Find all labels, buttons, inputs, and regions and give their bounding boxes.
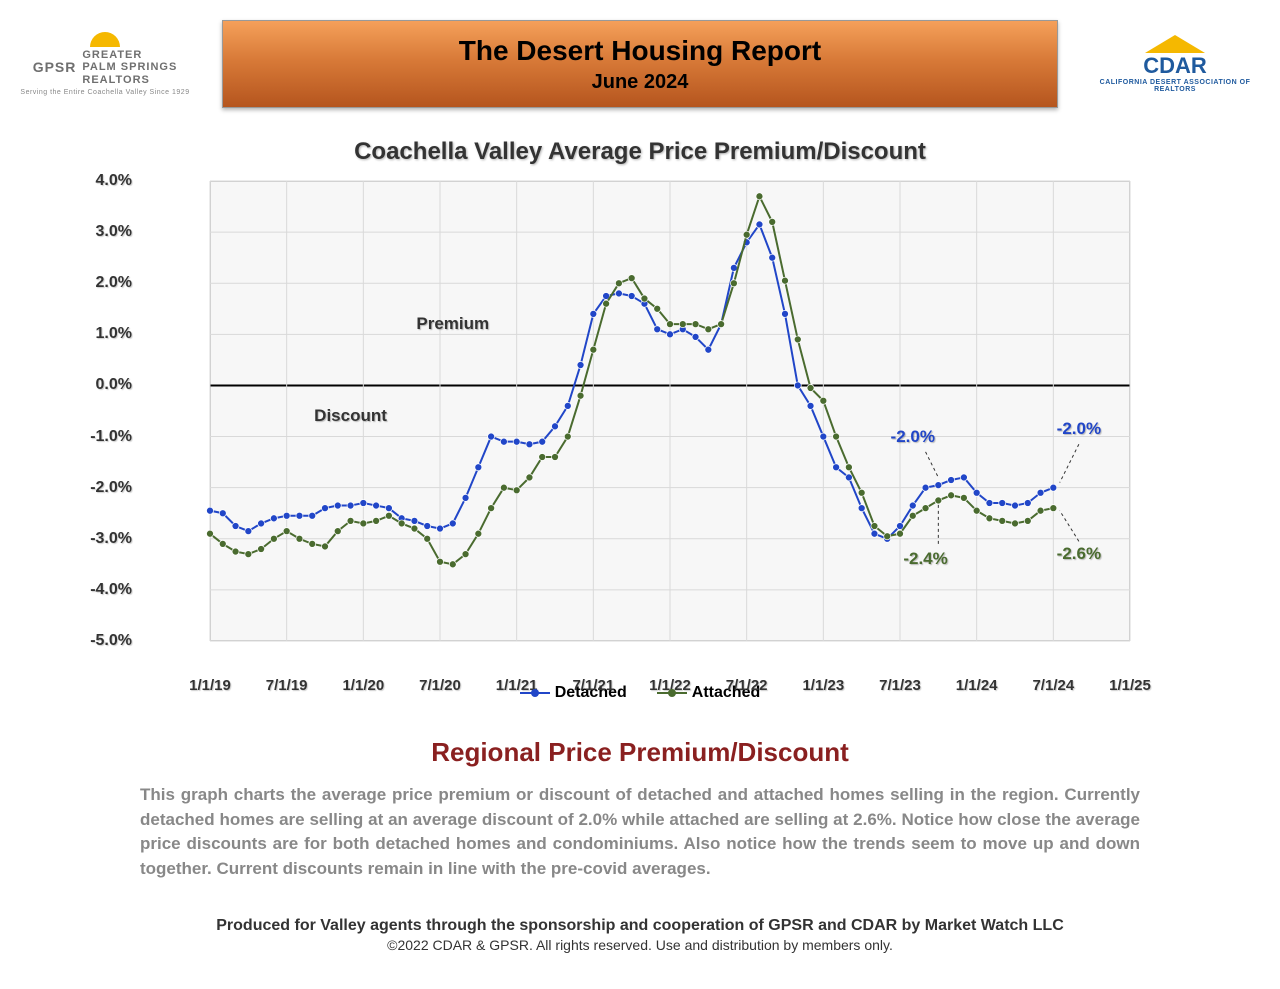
x-tick-label: 1/1/25 [1109,677,1151,694]
y-tick-label: 0.0% [96,376,132,394]
section-title: Regional Price Premium/Discount [0,737,1280,768]
x-tick-label: 7/1/20 [419,677,461,694]
x-tick-label: 7/1/19 [266,677,308,694]
chart-annotation-det_mid: -2.0% [891,427,935,447]
chart-annotation-discount_label: Discount [314,406,387,426]
chart-annotation-det_end: -2.0% [1057,419,1101,439]
footer-line1: Produced for Valley agents through the s… [0,917,1280,935]
sun-icon [90,32,120,47]
x-tick-label: 7/1/21 [572,677,614,694]
gpsr-tagline: Serving the Entire Coachella Valley Sinc… [20,89,189,96]
y-tick-label: 3.0% [96,223,132,241]
x-tick-label: 7/1/24 [1032,677,1074,694]
cdar-logo: CDAR CALIFORNIA DESERT ASSOCIATION OF RE… [1085,35,1265,93]
y-tick-label: -1.0% [90,428,132,446]
x-tick-label: 1/1/24 [956,677,998,694]
chart-annotation-premium_label: Premium [416,314,489,334]
x-tick-label: 1/1/23 [802,677,844,694]
chart-annotation-att_end: -2.6% [1057,544,1101,564]
report-date: June 2024 [592,71,689,94]
header: GPSR GREATER PALM SPRINGS REALTORS Servi… [0,0,1280,108]
gpsr-logo: GPSR GREATER PALM SPRINGS REALTORS Servi… [15,32,195,95]
section-body: This graph charts the average price prem… [140,783,1140,882]
cdar-tagline: CALIFORNIA DESERT ASSOCIATION OF REALTOR… [1085,79,1265,93]
x-tick-label: 7/1/23 [879,677,921,694]
y-tick-label: -4.0% [90,581,132,599]
chart-container: Coachella Valley Average Price Premium/D… [140,138,1140,702]
y-tick-label: 4.0% [96,172,132,190]
roof-icon [1145,35,1205,53]
x-tick-label: 7/1/22 [726,677,768,694]
y-tick-label: 2.0% [96,274,132,292]
cdar-text: CDAR [1143,53,1207,79]
footer-line2: ©2022 CDAR & GPSR. All rights reserved. … [0,937,1280,953]
y-tick-label: -5.0% [90,632,132,650]
y-tick-label: -3.0% [90,530,132,548]
chart-annotation-att_mid: -2.4% [903,549,947,569]
chart: -5.0%-4.0%-3.0%-2.0%-1.0%0.0%1.0%2.0%3.0… [140,171,1140,671]
chart-title: Coachella Valley Average Price Premium/D… [140,138,1140,166]
gpsr-logo-text: GPSR GREATER PALM SPRINGS REALTORS [33,49,178,85]
title-bar: The Desert Housing Report June 2024 [222,20,1058,108]
report-title: The Desert Housing Report [459,35,821,67]
y-tick-label: 1.0% [96,325,132,343]
x-tick-label: 1/1/20 [342,677,384,694]
x-tick-label: 1/1/19 [189,677,231,694]
y-tick-label: -2.0% [90,479,132,497]
